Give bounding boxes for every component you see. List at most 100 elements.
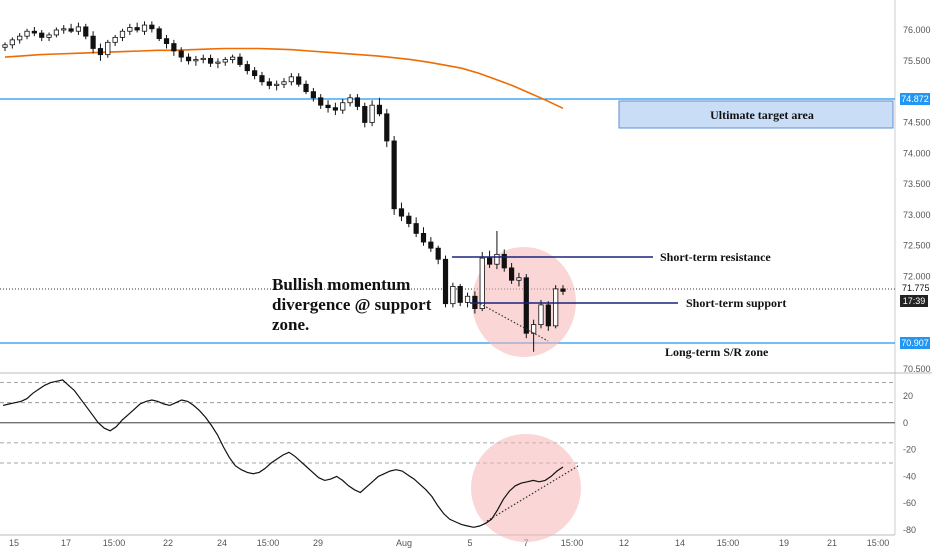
candle-body: [457, 286, 463, 303]
candle-body: [178, 50, 184, 58]
oscillator-tick-label: -80: [903, 525, 916, 535]
oscillator-divergence-ellipse: [471, 434, 581, 542]
candle-body: [318, 97, 324, 106]
time-tick-label: Aug: [396, 538, 412, 548]
candle-body: [501, 253, 507, 269]
candle-body: [560, 288, 566, 292]
price-tick-label: 74.000: [903, 148, 931, 158]
candle-body: [523, 277, 529, 334]
candle-body: [222, 59, 228, 63]
upper-level-tag-text: 74.872: [901, 94, 929, 104]
candle-body: [112, 36, 118, 43]
candle-body: [362, 106, 368, 123]
candles-layer: [2, 21, 566, 352]
candle-body: [68, 28, 74, 32]
candle-body: [325, 104, 331, 109]
time-tick-label: 15: [9, 538, 19, 548]
candle-body: [259, 75, 265, 83]
candle-body: [207, 57, 214, 64]
candle-body: [244, 64, 250, 72]
time-tick-label: 7: [523, 538, 528, 548]
candle-body: [384, 113, 390, 142]
time-tick-label: 15:00: [867, 538, 890, 548]
candle-body: [17, 35, 23, 41]
time-tick-label: 15:00: [257, 538, 280, 548]
candle-body: [2, 44, 8, 48]
candle-body: [435, 247, 441, 260]
candle-body: [296, 76, 302, 85]
ultimate-target-label: Ultimate target area: [710, 108, 814, 122]
time-tick-label: 22: [163, 538, 173, 548]
price-divergence-trendline: [476, 301, 549, 342]
price-axis: 76.000 75.500 74.500 74.000 73.500 73.000 72.5…: [903, 25, 931, 374]
candle-body: [553, 288, 559, 327]
oscillator-tick-label: 0: [903, 418, 908, 428]
candle-body: [413, 223, 419, 234]
candle-body: [53, 29, 59, 36]
price-tick-label: 72.000: [903, 272, 931, 282]
candle-body: [105, 41, 111, 56]
candle-body: [340, 102, 346, 111]
price-tick-label: 73.000: [903, 210, 931, 220]
candle-body: [252, 70, 258, 77]
candle-body: [46, 34, 52, 38]
candle-body: [163, 38, 170, 44]
oscillator-tick-label: -60: [903, 498, 916, 508]
candle-body: [83, 26, 89, 37]
candle-body: [200, 57, 206, 60]
time-axis: 15 17 15:00 22 24 15:00 29 Aug 5 7 15:00 12 14 15:00 1…: [9, 538, 889, 548]
current-price-label: 71.775: [902, 283, 930, 293]
oscillator-tick-label: 20: [903, 391, 913, 401]
candle-body: [450, 286, 456, 305]
time-tick-label: 12: [619, 538, 629, 548]
candle-body: [420, 232, 427, 243]
candle-body: [31, 30, 37, 34]
candle-body: [281, 81, 287, 85]
short-term-resistance-label: Short-term resistance: [660, 250, 771, 264]
lower-level-tag: [900, 337, 930, 349]
candle-body: [303, 83, 309, 93]
oscillator-tick-label: -20: [903, 445, 916, 455]
short-term-support-label: Short-term support: [686, 296, 786, 310]
candle-body: [398, 208, 405, 217]
time-tick-label: 15:00: [561, 538, 584, 548]
time-tick-label: 17: [61, 538, 71, 548]
oscillator-line: [2, 379, 564, 528]
candle-body: [274, 83, 280, 86]
price-tick-label: 76.000: [903, 25, 931, 35]
time-tick-label: 19: [779, 538, 789, 548]
candle-body: [354, 97, 361, 107]
candle-body: [193, 59, 199, 62]
candle-body: [406, 215, 412, 224]
time-tick-label: 15:00: [103, 538, 126, 548]
time-tick-label: 14: [675, 538, 685, 548]
oscillator-divergence-trendline: [486, 465, 579, 522]
candle-body: [171, 43, 177, 52]
divergence-note-line-1: Bullish momentum: [272, 275, 410, 294]
candle-body: [428, 241, 434, 249]
candle-body: [288, 76, 294, 83]
candle-body: [531, 324, 537, 334]
price-tick-label: 72.500: [903, 241, 931, 251]
candle-body: [61, 28, 67, 31]
price-tick-label: 73.500: [903, 179, 931, 189]
divergence-note-line-2: divergence @ support: [272, 295, 432, 314]
candle-body: [516, 277, 522, 281]
time-tick-label: 15:00: [717, 538, 740, 548]
candle-body: [149, 24, 155, 30]
time-tick-label: 21: [827, 538, 837, 548]
candle-body: [237, 56, 243, 65]
upper-level-tag: [900, 93, 930, 105]
candle-body: [486, 257, 493, 265]
candle-body: [310, 91, 316, 99]
candle-body: [442, 258, 449, 305]
candle-body: [494, 253, 500, 265]
candle-body: [39, 32, 45, 38]
countdown-tag: [900, 295, 928, 307]
candle-body: [9, 39, 15, 46]
oscillator-axis: 20 0 -20 -40 -60 -80: [903, 391, 916, 535]
candle-body: [97, 48, 104, 56]
candle-body: [185, 56, 192, 62]
candle-body: [464, 295, 471, 303]
